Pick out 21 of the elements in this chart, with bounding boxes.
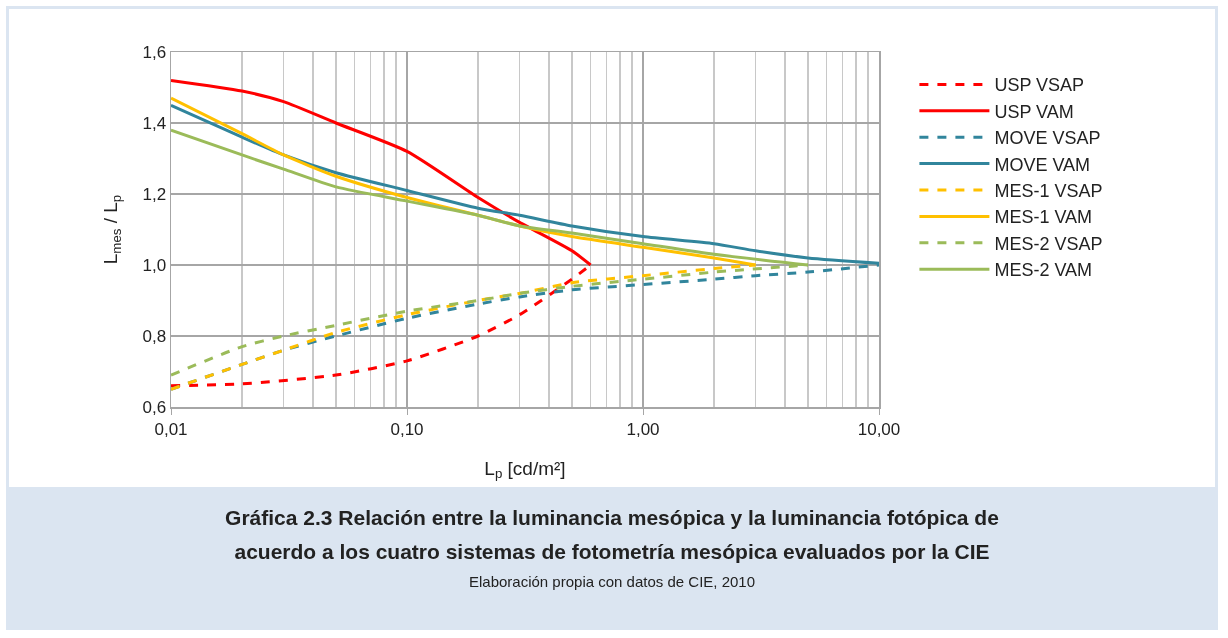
y-tick-label: 1,4 [142, 113, 167, 133]
y-tick-label: 0,8 [142, 326, 167, 346]
legend-label: MES-1 VAM [994, 207, 1093, 228]
legend-label: MES-2 VAM [994, 260, 1093, 281]
y-tick-label: 1,0 [142, 255, 167, 275]
x-axis-title: L$_{p}$ [cd/m²] [484, 457, 566, 482]
x-tick-label: 10,00 [857, 419, 901, 439]
text: Gráfica 2.3 Relación entre la luminancia mesópica y la luminancia fotópica de acuerdo a los cuatro sistemas de fotometría mesópica evaluados por la CIE [224, 505, 1000, 565]
y-tick-label: 1,2 [142, 184, 167, 204]
x-tick-label: 0,10 [390, 419, 424, 439]
legend-label: MES-1 VSAP [994, 181, 1103, 202]
x-tick-label: 0,01 [154, 419, 188, 439]
x-tick-label: 1,00 [626, 419, 660, 439]
legend-label: USP VAM [994, 101, 1074, 122]
text: Elaboración propia con datos de CIE, 2010 [468, 573, 756, 590]
legend-label: MES-2 VSAP [994, 233, 1103, 254]
y-tick-label: 1,6 [142, 42, 167, 62]
y-tick-label: 0,6 [142, 397, 167, 417]
legend-label: MOVE VSAP [994, 128, 1101, 149]
legend-label: USP VSAP [994, 75, 1085, 96]
legend-label: MOVE VAM [994, 154, 1091, 175]
